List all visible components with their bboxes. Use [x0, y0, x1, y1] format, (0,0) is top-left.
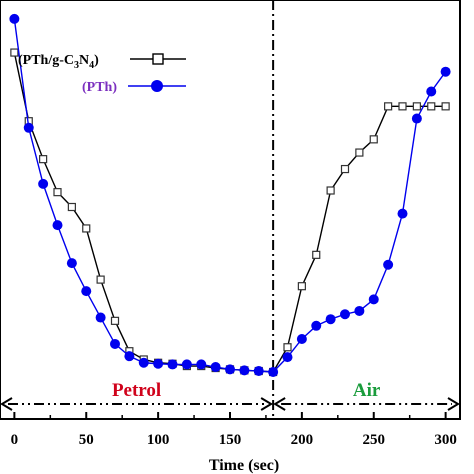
legend-label-1: (PTh) [82, 80, 117, 95]
x-tick-label-1: 50 [79, 432, 94, 448]
x-tick-label-2: 100 [147, 432, 170, 448]
series-1-point-10 [153, 358, 164, 369]
series-0-point-4 [67, 202, 76, 212]
series-0-point-5 [82, 224, 91, 233]
series-1-point-23 [340, 309, 350, 320]
series-1-point-7 [110, 338, 120, 349]
series-1-point-21 [311, 320, 322, 331]
series-0-point-28 [412, 102, 421, 111]
series-0-point-29 [427, 102, 436, 111]
region-arrowhead-right-0 [260, 397, 274, 411]
series-0-point-19 [283, 343, 292, 352]
series-1-point-1 [23, 122, 34, 133]
series-1-point-19 [282, 352, 293, 363]
series-0-point-27 [398, 102, 407, 111]
series-1-point-14 [210, 362, 221, 373]
region-label-petrol: Petrol [112, 380, 161, 401]
x-tick-label-6: 300 [434, 432, 457, 448]
series-1-point-27 [397, 208, 408, 219]
series-1-point-2 [38, 178, 49, 189]
series-1-point-12 [181, 359, 192, 370]
series-layer [9, 13, 451, 377]
series-0 [10, 48, 450, 377]
series-0-point-24 [355, 148, 364, 157]
series-0-point-2 [39, 155, 48, 164]
x-tick-label-3: 150 [219, 432, 242, 448]
x-axis-label: Time (sec) [209, 457, 279, 474]
series-1-point-20 [296, 334, 307, 344]
series-1-point-8 [124, 351, 135, 362]
series-0-point-7 [110, 316, 120, 325]
series-1-point-6 [95, 312, 106, 323]
series-1 [9, 13, 451, 377]
series-0-point-22 [326, 186, 335, 195]
series-0-point-21 [312, 250, 321, 259]
x-tick-label-0: 0 [11, 432, 19, 448]
legend-marker-1 [151, 80, 163, 92]
series-1-point-24 [354, 305, 365, 316]
series-1-point-13 [196, 359, 207, 370]
series-1-point-25 [368, 294, 379, 305]
series-line-1 [13, 18, 447, 373]
series-0-point-23 [340, 164, 350, 174]
series-1-point-18 [268, 367, 279, 377]
series-1-point-30 [440, 66, 451, 77]
series-0-point-30 [441, 102, 450, 111]
series-1-point-26 [383, 259, 394, 270]
series-0-point-20 [297, 282, 306, 291]
series-1-point-15 [225, 364, 235, 375]
series-1-point-3 [52, 220, 63, 231]
series-1-point-16 [239, 365, 250, 376]
legend: (PTh/g-C3N4) (PTh) [18, 53, 186, 95]
series-0-point-25 [369, 135, 378, 144]
region-arrowhead-right-1 [447, 397, 460, 411]
region-arrows [0, 397, 460, 411]
series-0-point-6 [96, 275, 105, 284]
x-axis-ticks: 0 50 100 150 200 250 300 [11, 412, 457, 448]
series-1-point-11 [167, 359, 178, 370]
series-1-point-29 [426, 86, 437, 97]
series-1-point-22 [325, 314, 336, 325]
series-1-point-0 [9, 13, 20, 24]
region-arrowhead-left-1 [273, 397, 286, 411]
legend-marker-0 [152, 53, 164, 65]
x-tick-label-4: 200 [291, 432, 314, 448]
series-1-point-28 [411, 113, 422, 124]
series-line-0 [13, 52, 446, 373]
series-1-point-5 [81, 286, 92, 297]
series-1-point-9 [138, 357, 149, 368]
series-0-point-0 [10, 48, 19, 57]
series-0-point-3 [53, 188, 62, 197]
legend-label-0: (PTh/g-C3N4) [18, 53, 99, 71]
x-tick-label-5: 250 [363, 432, 386, 448]
series-1-point-17 [253, 366, 264, 377]
region-arrowhead-left-0 [0, 397, 13, 411]
series-1-point-4 [66, 258, 77, 269]
region-label-air: Air [353, 380, 381, 401]
series-0-point-26 [384, 102, 393, 111]
